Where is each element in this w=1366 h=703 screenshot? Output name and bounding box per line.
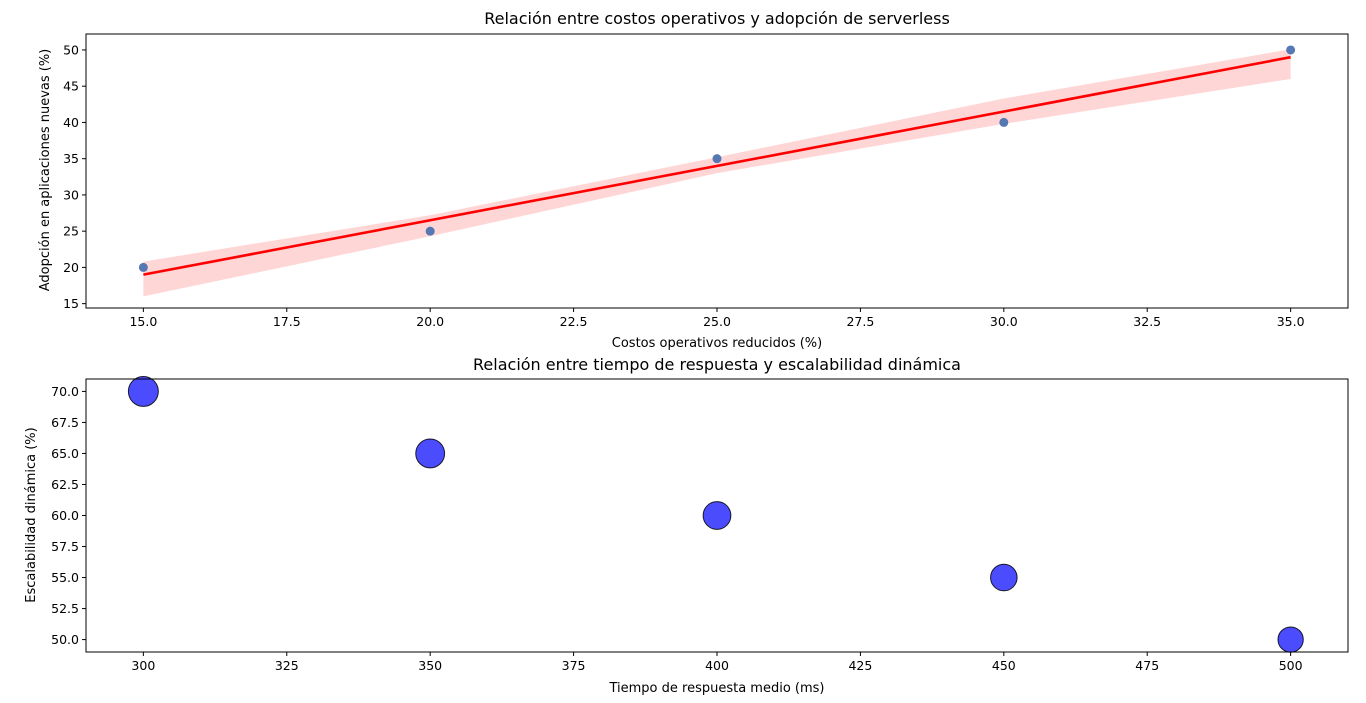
data-point [1286, 45, 1296, 55]
confidence-band [143, 49, 1291, 297]
x-tick-label: 425 [848, 658, 872, 673]
data-point [138, 262, 148, 272]
x-tick-label: 15.0 [129, 314, 157, 329]
bubble [415, 438, 446, 469]
data-point [999, 117, 1009, 127]
bubble [127, 375, 159, 407]
y-tick-label: 35 [63, 151, 79, 166]
y-tick-label: 25 [63, 224, 79, 239]
y-axis-label: Escalabilidad dinámica (%) [24, 427, 39, 602]
y-tick-label: 57.5 [51, 539, 79, 554]
x-axis-label: Costos operativos reducidos (%) [612, 336, 822, 351]
x-tick-label: 22.5 [560, 314, 588, 329]
x-tick-label: 27.5 [846, 314, 874, 329]
x-tick-label: 500 [1279, 658, 1303, 673]
y-tick-label: 62.5 [51, 477, 79, 492]
x-tick-label: 17.5 [273, 314, 301, 329]
plot-frame [85, 378, 1349, 653]
y-tick-label: 40 [63, 115, 79, 130]
regression-line [143, 55, 1291, 276]
bubble [702, 501, 732, 530]
bubble [1277, 626, 1304, 653]
x-axis-label: Tiempo de respuesta medio (ms) [608, 681, 824, 696]
y-axis-label: Adopción en aplicaciones nuevas (%) [38, 49, 53, 292]
x-tick-label: 375 [562, 658, 586, 673]
y-tick-label: 30 [63, 187, 79, 202]
y-tick-label: 55.0 [51, 570, 79, 585]
chart-title: Relación entre tiempo de respuesta y esc… [473, 355, 961, 374]
y-tick-label: 20 [63, 260, 79, 275]
y-tick-label: 50 [63, 42, 79, 57]
x-tick-label: 25.0 [703, 314, 731, 329]
x-tick-label: 32.5 [1133, 314, 1161, 329]
x-tick-label: 30.0 [990, 314, 1018, 329]
x-tick-label: 300 [131, 658, 155, 673]
y-tick-label: 52.5 [51, 601, 79, 616]
y-tick-label: 45 [63, 79, 79, 94]
y-tick-label: 15 [63, 296, 79, 311]
x-tick-label: 325 [275, 658, 299, 673]
data-point [712, 154, 722, 164]
data-point [425, 226, 435, 236]
x-tick-label: 400 [705, 658, 729, 673]
chart-title: Relación entre costos operativos y adopc… [484, 9, 950, 28]
x-tick-label: 20.0 [416, 314, 444, 329]
y-tick-label: 50.0 [51, 632, 79, 647]
bubble [990, 563, 1018, 592]
y-tick-label: 70.0 [51, 384, 79, 399]
x-tick-label: 350 [418, 658, 442, 673]
y-tick-label: 67.5 [51, 415, 79, 430]
chart-regression-costs-adoption: Relación entre costos operativos y adopc… [38, 9, 1349, 351]
chart-response-time-scalability: Relación entre tiempo de respuesta y esc… [24, 355, 1349, 696]
x-tick-label: 450 [992, 658, 1016, 673]
y-tick-label: 60.0 [51, 508, 79, 523]
plot-frame [85, 33, 1349, 309]
x-tick-label: 35.0 [1277, 314, 1305, 329]
x-tick-label: 475 [1135, 658, 1159, 673]
y-tick-label: 65.0 [51, 446, 79, 461]
